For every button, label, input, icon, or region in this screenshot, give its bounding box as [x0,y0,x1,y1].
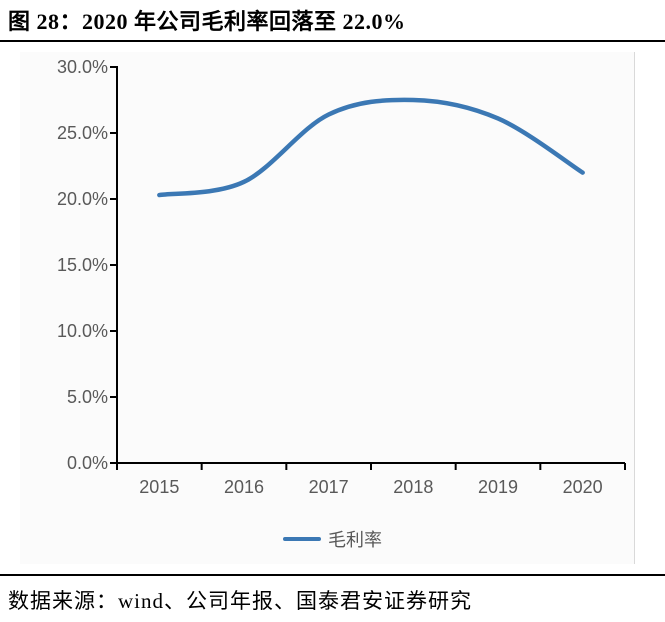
x-axis-tick-label: 2018 [393,477,434,497]
y-axis-tick-label: 25.0% [56,123,108,143]
data-source-note: 数据来源：wind、公司年报、国泰君安证券研究 [8,589,472,613]
x-axis-tick-label: 2016 [223,477,265,497]
y-axis-tick-label: 10.0% [56,321,108,341]
title-divider [0,40,665,42]
x-axis-tick-label: 2019 [477,477,519,497]
y-axis-tick-label: 0.0% [66,453,108,473]
x-axis-tick-label: 2020 [562,477,603,497]
y-axis-tick-label: 15.0% [56,255,108,275]
x-axis-tick-label: 2017 [308,477,349,497]
legend-line-swatch [283,537,321,541]
y-axis-tick-label: 20.0% [56,189,108,209]
gross-margin-series-line [157,97,585,198]
x-axis-tick-label: 2015 [139,477,180,497]
y-axis-tick-label: 30.0% [56,57,108,77]
legend-series-label: 毛利率 [328,530,382,550]
footer-divider [0,574,665,576]
y-axis-tick-label: 5.0% [66,387,108,407]
figure-title: 图 28：2020 年公司毛利率回落至 22.0% [8,9,406,34]
chart-legend: 毛利率 [0,528,665,550]
